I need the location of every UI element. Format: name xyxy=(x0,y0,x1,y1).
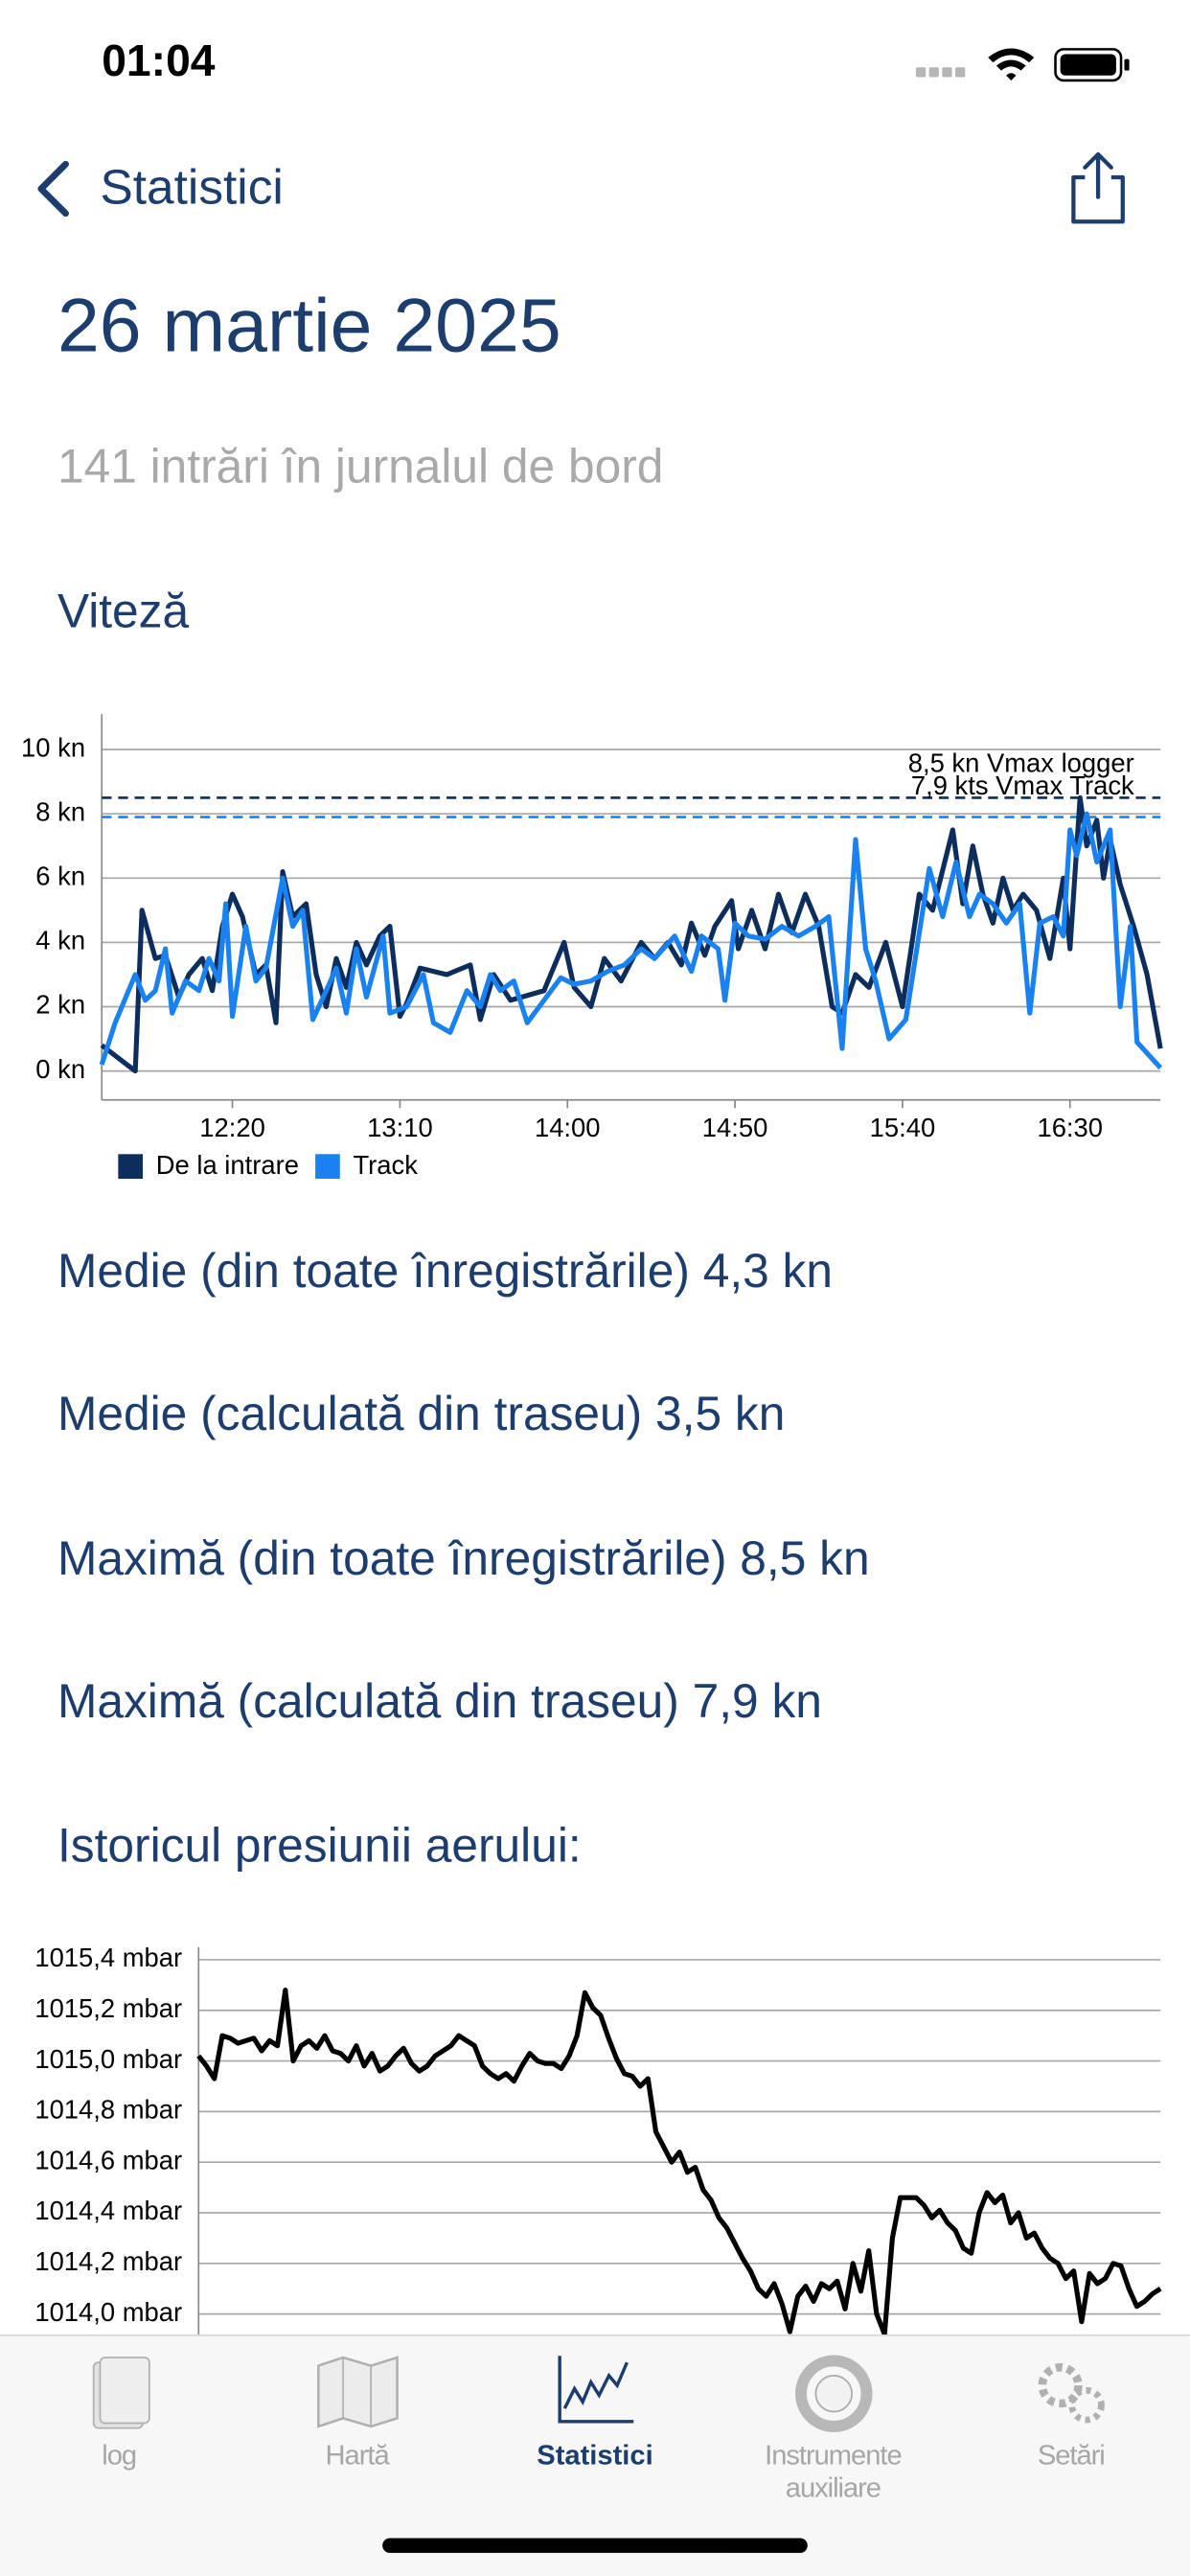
y-tick-label: 1014,6 mbar xyxy=(34,2145,182,2174)
tab-label: Instrumente auxiliare xyxy=(765,2439,903,2504)
stat-line: Maximă (calculată din traseu) 7,9 kn xyxy=(57,1676,822,1729)
data-line xyxy=(99,811,1163,1070)
y-tick-label: 10 kn xyxy=(21,732,85,762)
tab[interactable]: Hartă xyxy=(238,2336,475,2500)
share-button[interactable] xyxy=(1064,151,1133,227)
back-chevron[interactable] xyxy=(30,157,79,223)
legend-label: Track xyxy=(353,1150,418,1180)
tab-icon xyxy=(794,2355,872,2432)
entries-count: 141 intrări în jurnalul de bord xyxy=(57,441,664,494)
tab-label: log xyxy=(102,2439,137,2472)
x-tick-label: 12:20 xyxy=(199,1113,265,1142)
x-tick-label: 13:10 xyxy=(367,1113,433,1142)
y-tick-label: 1014,4 mbar xyxy=(34,2196,182,2225)
y-tick-label: 6 kn xyxy=(35,862,85,891)
legend-swatch xyxy=(315,1154,340,1180)
legend-swatch xyxy=(118,1154,144,1180)
tab-icon xyxy=(316,2356,398,2428)
y-tick-label: 2 kn xyxy=(35,990,85,1020)
tab-label: Setări xyxy=(1037,2439,1106,2472)
legend-label: De la intrare xyxy=(156,1150,299,1180)
page-title: 26 martie 2025 xyxy=(57,282,561,368)
y-tick-label: 1015,0 mbar xyxy=(34,2044,182,2074)
reference-label: 7,9 kts Vmax Track xyxy=(911,770,1134,800)
x-tick-label: 14:50 xyxy=(702,1113,768,1142)
y-tick-label: 4 kn xyxy=(35,926,85,955)
tab-label: Statistici xyxy=(537,2439,653,2472)
data-line xyxy=(196,1988,1162,2337)
tab-icon xyxy=(557,2356,633,2424)
tab[interactable]: Setări xyxy=(952,2336,1190,2500)
pressure-heading: Istoricul presiunii aerului: xyxy=(57,1820,582,1874)
home-indicator xyxy=(382,2538,808,2553)
y-tick-label: 1014,2 mbar xyxy=(34,2246,182,2276)
status-time: 01:04 xyxy=(102,35,216,86)
y-tick-label: 1014,8 mbar xyxy=(34,2095,182,2125)
tab-icon xyxy=(1037,2363,1105,2424)
y-tick-label: 0 kn xyxy=(35,1054,85,1084)
y-tick-label: 1015,2 mbar xyxy=(34,1993,182,2023)
x-tick-label: 14:00 xyxy=(535,1113,601,1142)
y-tick-label: 8 kn xyxy=(35,796,85,826)
x-tick-label: 15:40 xyxy=(870,1113,936,1142)
tab[interactable]: Instrumente auxiliare xyxy=(714,2336,951,2503)
tab-icon xyxy=(91,2357,149,2429)
tab-bar: log Hartă Statistici Instrumente auxilia… xyxy=(0,2334,1190,2576)
tab[interactable]: Statistici xyxy=(476,2336,714,2500)
stat-line: Medie (din toate înregistrările) 4,3 kn xyxy=(57,1246,834,1300)
tab-label: Hartă xyxy=(325,2439,390,2472)
stat-line: Maximă (din toate înregistrările) 8,5 kn xyxy=(57,1533,870,1586)
status-icons xyxy=(915,48,1130,82)
y-tick-label: 1015,4 mbar xyxy=(34,1943,182,1972)
tab[interactable]: log xyxy=(0,2336,238,2500)
reference-label: 8,5 kn Vmax logger xyxy=(908,748,1134,777)
y-tick-label: 1014,0 mbar xyxy=(34,2297,182,2327)
data-line xyxy=(100,794,1163,1074)
back-button[interactable]: Statistici xyxy=(100,160,284,216)
speed-heading: Viteză xyxy=(57,586,190,639)
stat-line: Medie (calculată din traseu) 3,5 kn xyxy=(57,1389,786,1442)
x-tick-label: 16:30 xyxy=(1037,1113,1103,1142)
